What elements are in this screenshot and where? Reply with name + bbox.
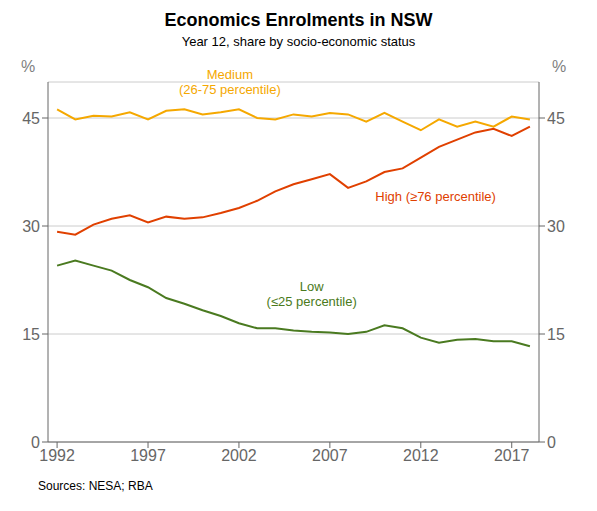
svg-text:45: 45	[547, 110, 565, 127]
svg-text:30: 30	[547, 218, 565, 235]
svg-text:0: 0	[547, 434, 556, 451]
html-text:Economics Enrolments in NSW: Economics Enrolments in NSW	[164, 10, 433, 30]
svg-text:30: 30	[22, 218, 40, 235]
svg-text:High (≥76 percentile): High (≥76 percentile)	[375, 189, 496, 204]
svg-text:Medium(26-75 percentile): Medium(26-75 percentile)	[179, 67, 281, 97]
svg-text:%: %	[21, 58, 35, 75]
svg-text:Low(≤25 percentile): Low(≤25 percentile)	[267, 279, 357, 309]
svg-text:15: 15	[547, 326, 565, 343]
svg-text:15: 15	[22, 326, 40, 343]
svg-text:1992: 1992	[39, 447, 75, 464]
svg-text:1997: 1997	[130, 447, 166, 464]
svg-text:2002: 2002	[221, 447, 257, 464]
svg-text:2007: 2007	[312, 447, 348, 464]
svg-text:%: %	[552, 58, 566, 75]
svg-text:2017: 2017	[494, 447, 530, 464]
html-text:Sources: NESA; RBA: Sources: NESA; RBA	[38, 479, 153, 493]
html-text:Year 12, share by socio-econom: Year 12, share by socio-economic status	[181, 34, 416, 49]
svg-text:0: 0	[31, 434, 40, 451]
svg-text:45: 45	[22, 110, 40, 127]
svg-text:2012: 2012	[403, 447, 439, 464]
